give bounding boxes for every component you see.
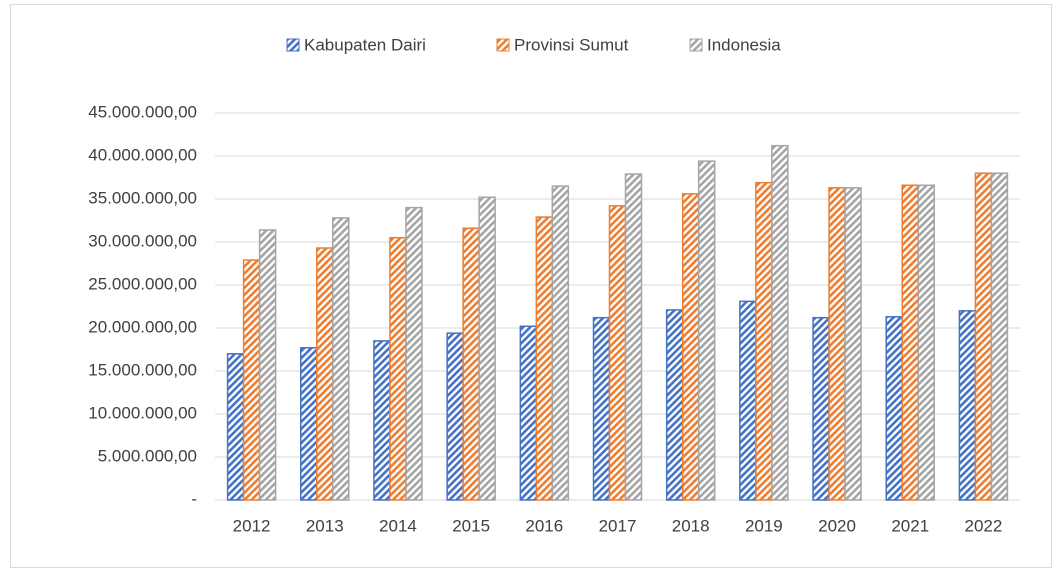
y-tick-label: 35.000.000,00 [88, 188, 197, 207]
bar [681, 193, 700, 501]
bar [405, 206, 423, 501]
bar [332, 217, 350, 501]
legend-swatch [496, 38, 510, 52]
bar [917, 184, 935, 501]
y-tick-label: 10.000.000,00 [88, 403, 197, 422]
bar [901, 184, 919, 501]
bar [300, 347, 318, 501]
x-tick-label: 2013 [306, 516, 344, 535]
bar [535, 216, 554, 501]
bar [844, 187, 862, 501]
x-tick-label: 2022 [964, 516, 1002, 535]
bar [974, 172, 993, 501]
bar [771, 144, 789, 501]
bar [462, 227, 480, 501]
bar [446, 332, 464, 501]
bar [373, 340, 391, 501]
bar [958, 310, 977, 501]
bar [990, 172, 1009, 501]
bar [885, 316, 903, 501]
y-tick-label: 30.000.000,00 [88, 231, 197, 250]
y-tick-label: 45.000.000,00 [88, 102, 197, 121]
bar [242, 259, 261, 501]
bar [389, 236, 407, 501]
bar [828, 187, 846, 501]
legend-swatch [689, 38, 703, 52]
bar [519, 325, 538, 501]
legend-label: Indonesia [707, 35, 781, 54]
legend-label: Provinsi Sumut [514, 35, 629, 54]
bar [697, 160, 716, 501]
bar [624, 173, 643, 501]
x-tick-label: 2016 [525, 516, 563, 535]
bar [812, 316, 830, 501]
x-tick-label: 2018 [672, 516, 710, 535]
x-tick-label: 2014 [379, 516, 417, 535]
bar [551, 185, 570, 501]
bar [665, 309, 684, 501]
bar [258, 229, 277, 501]
legend-swatch [286, 38, 300, 52]
y-tick-label: 25.000.000,00 [88, 274, 197, 293]
y-tick-label: 5.000.000,00 [98, 446, 197, 465]
y-tick-label: 15.000.000,00 [88, 360, 197, 379]
legend-label: Kabupaten Dairi [304, 35, 426, 54]
bar [226, 353, 245, 501]
x-tick-label: 2015 [452, 516, 490, 535]
y-tick-label: 20.000.000,00 [88, 317, 197, 336]
bar [608, 205, 627, 501]
x-tick-label: 2019 [745, 516, 783, 535]
x-tick-label: 2020 [818, 516, 856, 535]
y-tick-label: 40.000.000,00 [88, 145, 197, 164]
bar [592, 316, 611, 501]
y-tick-label: - [191, 489, 197, 508]
bar [316, 247, 334, 501]
bar [739, 300, 757, 501]
x-tick-label: 2021 [891, 516, 929, 535]
bar [755, 181, 773, 501]
x-tick-label: 2017 [599, 516, 637, 535]
x-tick-label: 2012 [233, 516, 271, 535]
bar [478, 196, 496, 501]
